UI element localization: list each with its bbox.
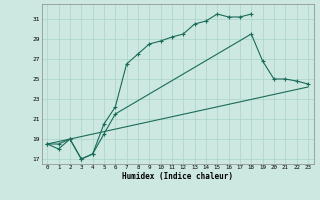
X-axis label: Humidex (Indice chaleur): Humidex (Indice chaleur): [122, 172, 233, 181]
